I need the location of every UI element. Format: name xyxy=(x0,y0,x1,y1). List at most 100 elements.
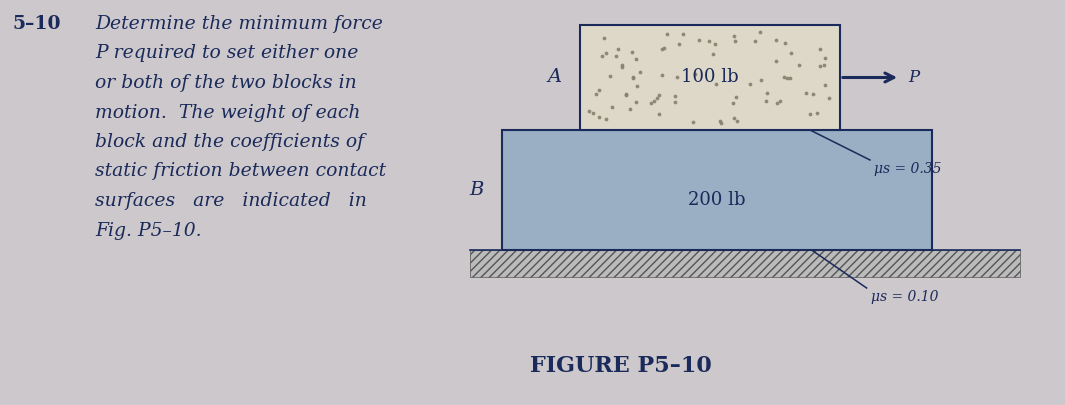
Point xyxy=(816,54,833,61)
Text: A: A xyxy=(547,68,562,87)
Point xyxy=(779,75,796,82)
Point xyxy=(648,94,665,101)
Point xyxy=(642,100,659,106)
Point xyxy=(601,72,618,79)
Point xyxy=(801,111,818,117)
Point xyxy=(804,91,821,97)
Point xyxy=(585,110,602,116)
Text: P required to set either one: P required to set either one xyxy=(95,45,359,62)
Point xyxy=(654,46,671,53)
Point xyxy=(628,83,645,89)
Point xyxy=(632,68,649,75)
Text: surfaces   are   indicated   in: surfaces are indicated in xyxy=(95,192,366,210)
Text: P: P xyxy=(908,69,919,86)
Point xyxy=(728,118,745,124)
Text: Fig. P5–10.: Fig. P5–10. xyxy=(95,222,201,239)
Point xyxy=(667,99,684,105)
Point xyxy=(656,45,673,51)
Text: block and the coefficients of: block and the coefficients of xyxy=(95,133,364,151)
Text: or both of the two blocks in: or both of the two blocks in xyxy=(95,74,357,92)
Point xyxy=(747,38,764,44)
Point xyxy=(783,50,800,56)
Text: μs = 0.35: μs = 0.35 xyxy=(874,162,941,176)
Point xyxy=(820,95,837,101)
Point xyxy=(706,41,723,47)
Point xyxy=(591,113,608,120)
Text: B: B xyxy=(470,181,484,199)
Point xyxy=(674,31,691,38)
Point xyxy=(711,117,728,124)
Point xyxy=(798,90,815,96)
Point xyxy=(691,36,708,43)
Point xyxy=(687,70,704,77)
Point xyxy=(654,72,671,79)
Point xyxy=(597,116,615,122)
Point xyxy=(590,87,607,94)
Bar xyxy=(502,130,932,250)
Point xyxy=(726,38,743,45)
Point xyxy=(724,100,741,106)
Point xyxy=(603,103,620,110)
Point xyxy=(791,62,808,68)
Point xyxy=(727,94,744,100)
Point xyxy=(628,98,645,105)
Point xyxy=(671,40,688,47)
Bar xyxy=(470,250,1020,277)
Point xyxy=(752,77,769,83)
Point xyxy=(595,34,612,41)
Point xyxy=(741,81,758,87)
Point xyxy=(608,53,625,60)
Point xyxy=(613,64,630,70)
Point xyxy=(771,98,788,104)
Point xyxy=(808,110,825,116)
Point xyxy=(669,73,686,80)
Text: Determine the minimum force: Determine the minimum force xyxy=(95,15,383,33)
Point xyxy=(812,46,829,52)
Point xyxy=(645,97,662,104)
Point xyxy=(613,62,630,68)
Text: 5–10: 5–10 xyxy=(12,15,61,33)
Point xyxy=(624,75,641,81)
Point xyxy=(769,100,786,107)
Text: μs = 0.10: μs = 0.10 xyxy=(870,290,938,304)
Text: motion.  The weight of each: motion. The weight of each xyxy=(95,104,360,122)
Point xyxy=(705,51,722,57)
Bar xyxy=(580,25,840,130)
Point xyxy=(712,120,730,127)
Point xyxy=(685,118,702,125)
Point xyxy=(776,40,793,46)
Point xyxy=(627,55,644,62)
Point xyxy=(812,63,829,69)
Point xyxy=(816,82,833,88)
Point xyxy=(624,49,641,55)
Text: 100 lb: 100 lb xyxy=(682,68,739,87)
Point xyxy=(725,33,742,40)
Point xyxy=(580,107,597,114)
Point xyxy=(651,92,668,98)
Point xyxy=(597,50,615,56)
Point xyxy=(659,30,676,37)
Point xyxy=(757,98,774,105)
Point xyxy=(593,53,610,60)
Text: FIGURE P5–10: FIGURE P5–10 xyxy=(530,355,711,377)
Point xyxy=(618,91,635,97)
Point xyxy=(624,73,641,80)
Point xyxy=(752,29,769,36)
Point xyxy=(768,58,785,65)
Point xyxy=(667,93,684,99)
Point xyxy=(701,37,718,44)
Point xyxy=(725,115,742,122)
Point xyxy=(782,75,799,81)
Point xyxy=(707,81,724,87)
Bar xyxy=(470,250,1020,277)
Point xyxy=(651,111,668,117)
Point xyxy=(768,36,785,43)
Text: static friction between contact: static friction between contact xyxy=(95,162,387,181)
Point xyxy=(621,106,638,112)
Point xyxy=(758,90,775,96)
Point xyxy=(609,46,626,52)
Point xyxy=(815,62,832,68)
Point xyxy=(775,74,792,81)
Point xyxy=(618,92,635,98)
Point xyxy=(588,91,605,98)
